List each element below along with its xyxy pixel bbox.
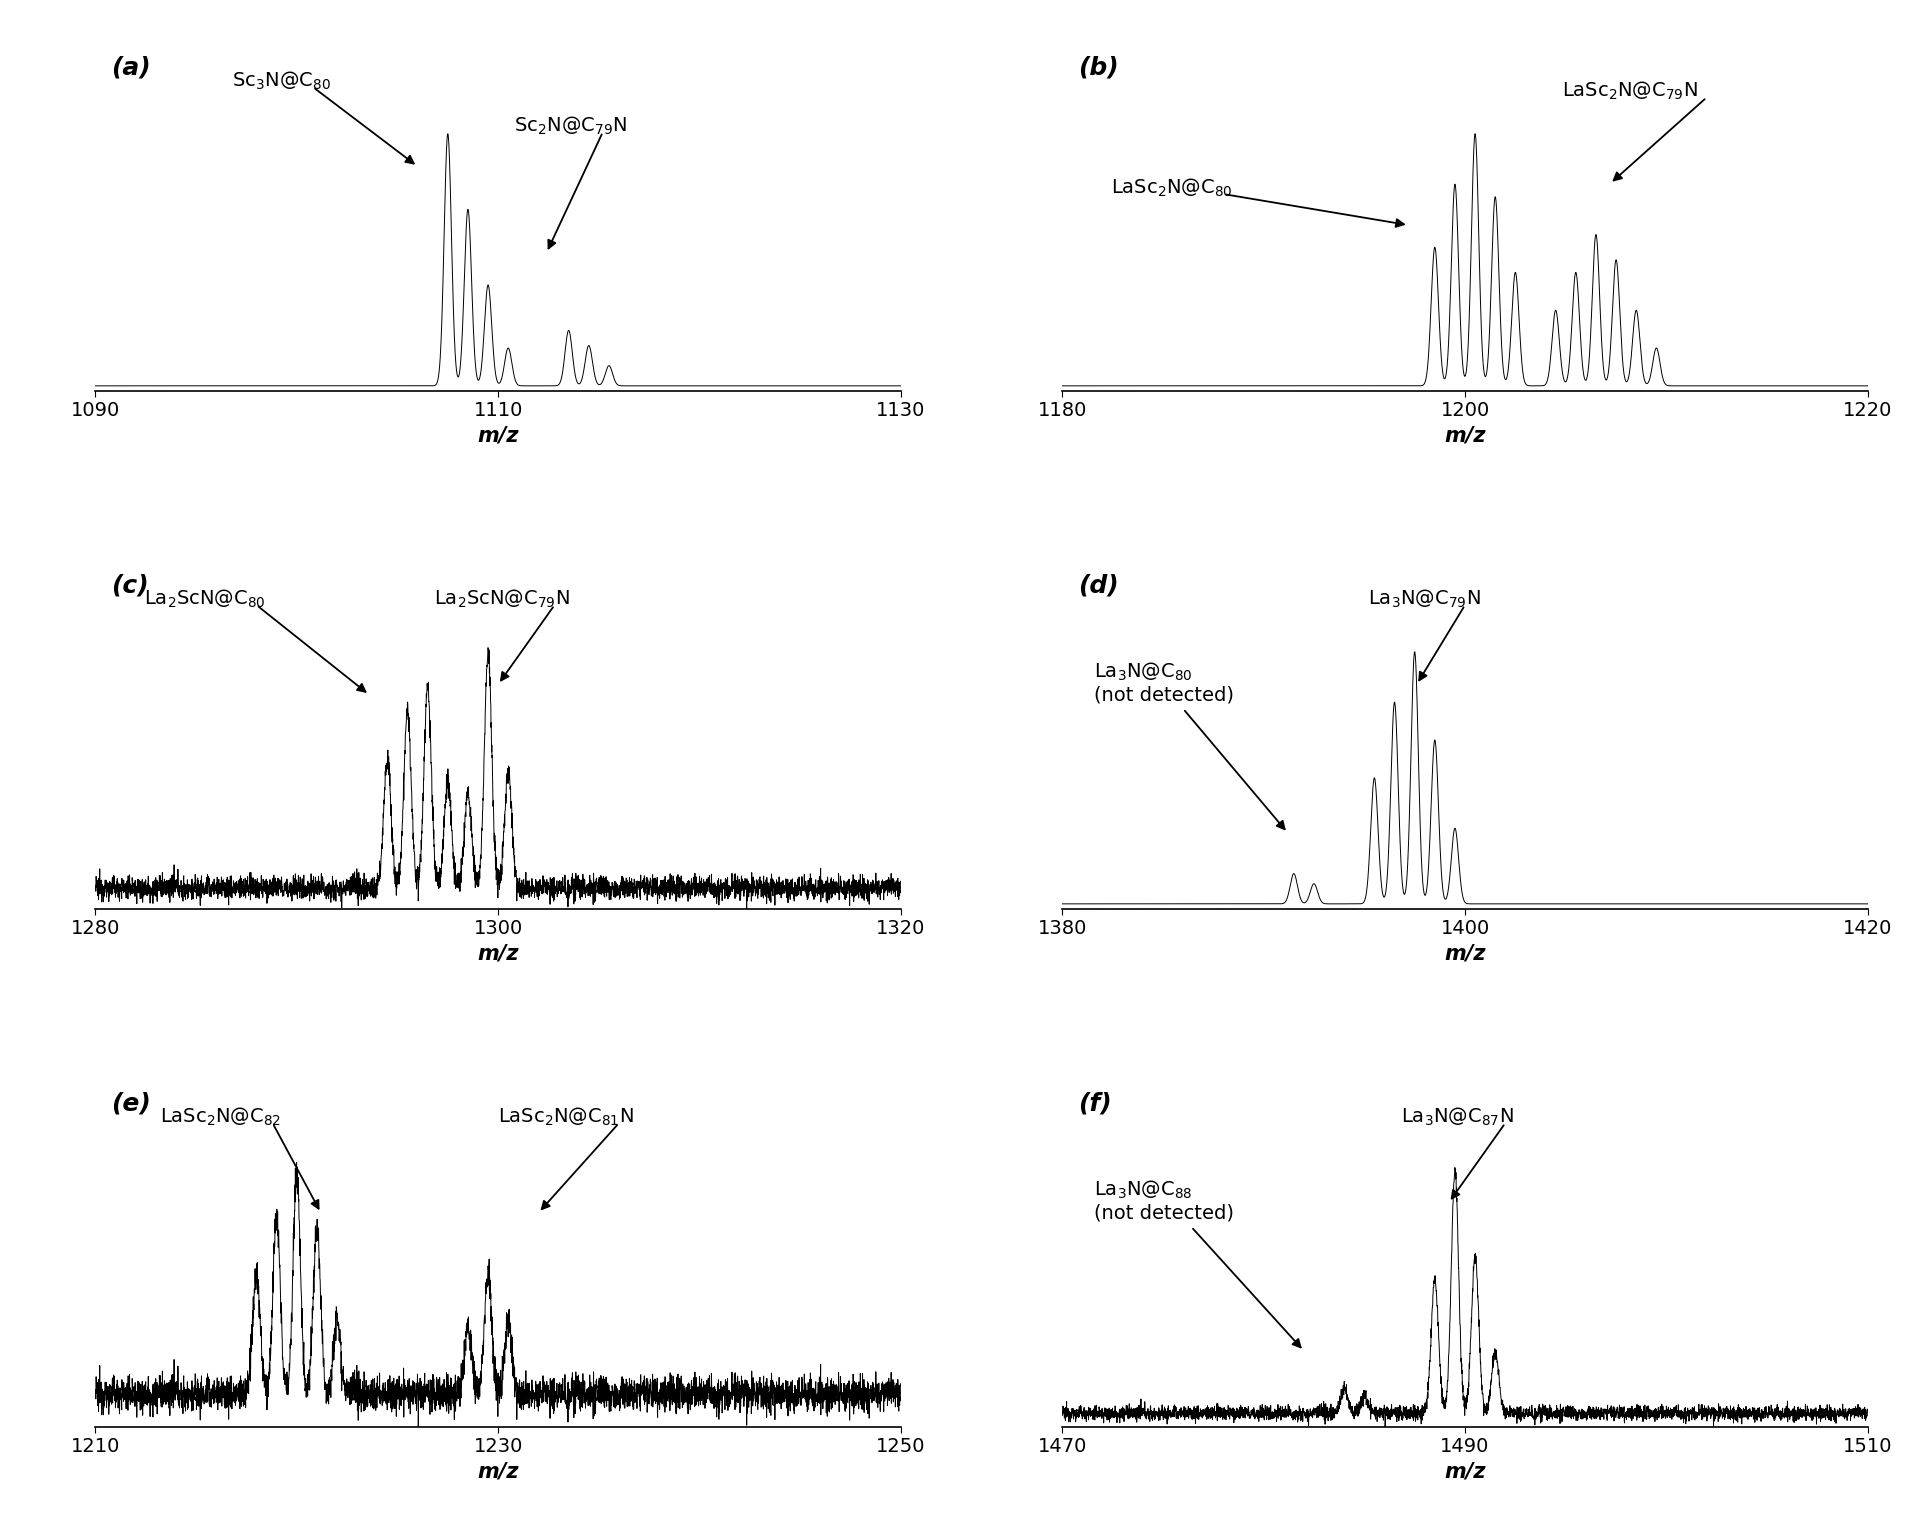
X-axis label: m/z: m/z bbox=[1444, 944, 1486, 964]
Text: (a): (a) bbox=[110, 56, 150, 80]
Text: La$_3$N@C$_{79}$N: La$_3$N@C$_{79}$N bbox=[1368, 587, 1480, 610]
Text: (b): (b) bbox=[1078, 56, 1118, 80]
X-axis label: m/z: m/z bbox=[476, 1462, 518, 1482]
Text: LaSc$_2$N@C$_{81}$N: LaSc$_2$N@C$_{81}$N bbox=[497, 1105, 634, 1128]
Text: La$_3$N@C$_{80}$
(not detected): La$_3$N@C$_{80}$ (not detected) bbox=[1093, 660, 1234, 704]
Text: (c): (c) bbox=[110, 574, 149, 598]
Text: LaSc$_2$N@C$_{82}$: LaSc$_2$N@C$_{82}$ bbox=[160, 1105, 280, 1128]
Text: Sc$_2$N@C$_{79}$N: Sc$_2$N@C$_{79}$N bbox=[514, 114, 627, 137]
Text: Sc$_3$N@C$_{80}$: Sc$_3$N@C$_{80}$ bbox=[232, 70, 331, 93]
Text: (d): (d) bbox=[1078, 574, 1118, 598]
Text: LaSc$_2$N@C$_{80}$: LaSc$_2$N@C$_{80}$ bbox=[1111, 176, 1231, 199]
Text: La$_3$N@C$_{87}$N: La$_3$N@C$_{87}$N bbox=[1400, 1105, 1513, 1128]
X-axis label: m/z: m/z bbox=[1444, 1462, 1486, 1482]
Text: La$_2$ScN@C$_{79}$N: La$_2$ScN@C$_{79}$N bbox=[434, 587, 570, 610]
Text: (f): (f) bbox=[1078, 1091, 1111, 1116]
Text: La$_2$ScN@C$_{80}$: La$_2$ScN@C$_{80}$ bbox=[143, 587, 265, 610]
X-axis label: m/z: m/z bbox=[476, 427, 518, 446]
X-axis label: m/z: m/z bbox=[476, 944, 518, 964]
Text: LaSc$_2$N@C$_{79}$N: LaSc$_2$N@C$_{79}$N bbox=[1560, 80, 1697, 102]
Text: La$_3$N@C$_{88}$
(not detected): La$_3$N@C$_{88}$ (not detected) bbox=[1093, 1178, 1234, 1222]
X-axis label: m/z: m/z bbox=[1444, 427, 1486, 446]
Text: (e): (e) bbox=[110, 1091, 150, 1116]
